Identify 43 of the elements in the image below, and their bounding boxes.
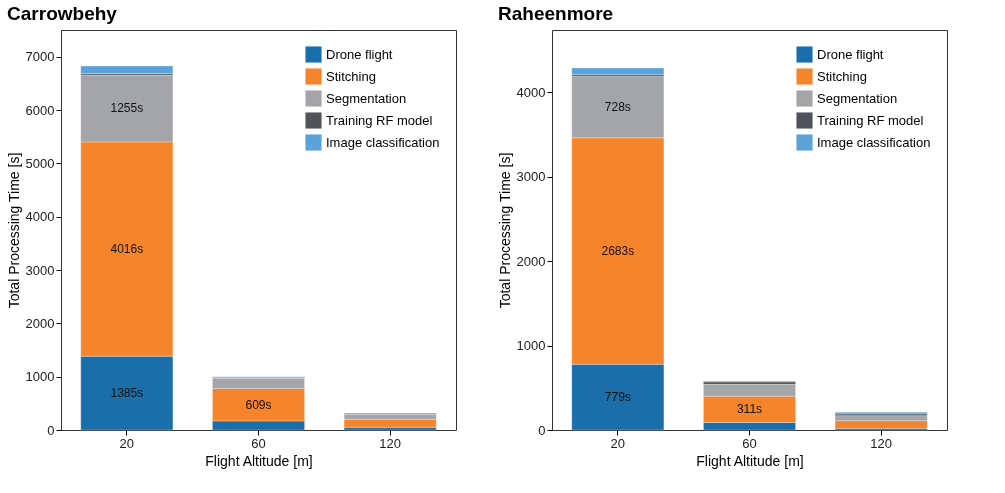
y-tick-label: 2000 [25, 315, 55, 331]
y-tick-label: 3000 [516, 169, 546, 185]
y-axis-title: Total Processing Time [s] [5, 152, 22, 309]
legend-label: Stitching [326, 68, 376, 84]
legend-label: Image classification [817, 134, 931, 150]
data-label: 4016s [110, 242, 144, 257]
y-tick-label: 4000 [516, 84, 546, 100]
y-tick-label: 4000 [25, 209, 55, 225]
x-tick-label: 20 [610, 435, 626, 451]
x-tick-label: 20 [119, 435, 135, 451]
x-tick-label: 60 [742, 435, 757, 451]
x-tick-label: 120 [870, 435, 893, 451]
y-tick-label: 0 [538, 422, 546, 438]
legend-label: Drone flight [326, 46, 393, 62]
data-label: 311s [736, 402, 763, 417]
y-tick-label: 2000 [516, 253, 546, 269]
x-tick-label: 60 [251, 435, 266, 451]
data-label: 609s [245, 397, 272, 412]
data-label: 2683s [601, 244, 635, 259]
legend-label: Training RF model [326, 112, 433, 128]
y-tick-label: 3000 [25, 262, 55, 278]
data-label: 728s [604, 100, 631, 115]
data-label: 1385s [110, 386, 144, 401]
data-label: 779s [604, 390, 631, 405]
y-tick-label: 0 [47, 422, 55, 438]
legend-label: Training RF model [817, 112, 924, 128]
legend-label: Drone flight [817, 46, 884, 62]
legend-label: Stitching [817, 68, 867, 84]
x-tick-label: 120 [379, 435, 402, 451]
y-axis-title: Total Processing Time [s] [496, 152, 513, 309]
y-tick-label: 7000 [25, 49, 55, 65]
chart-title: Raheenmore [498, 3, 614, 24]
y-tick-label: 1000 [25, 369, 55, 385]
data-label: 1255s [110, 101, 144, 116]
x-axis-title: Flight Altitude [m] [205, 452, 313, 469]
chart-title: Carrowbehy [7, 3, 118, 24]
legend-label: Segmentation [326, 90, 407, 106]
y-tick-label: 6000 [25, 102, 55, 118]
x-axis-title: Flight Altitude [m] [696, 452, 804, 469]
y-tick-label: 1000 [516, 338, 546, 354]
legend-label: Image classification [326, 134, 440, 150]
y-tick-label: 5000 [25, 155, 55, 171]
legend-label: Segmentation [817, 90, 898, 106]
